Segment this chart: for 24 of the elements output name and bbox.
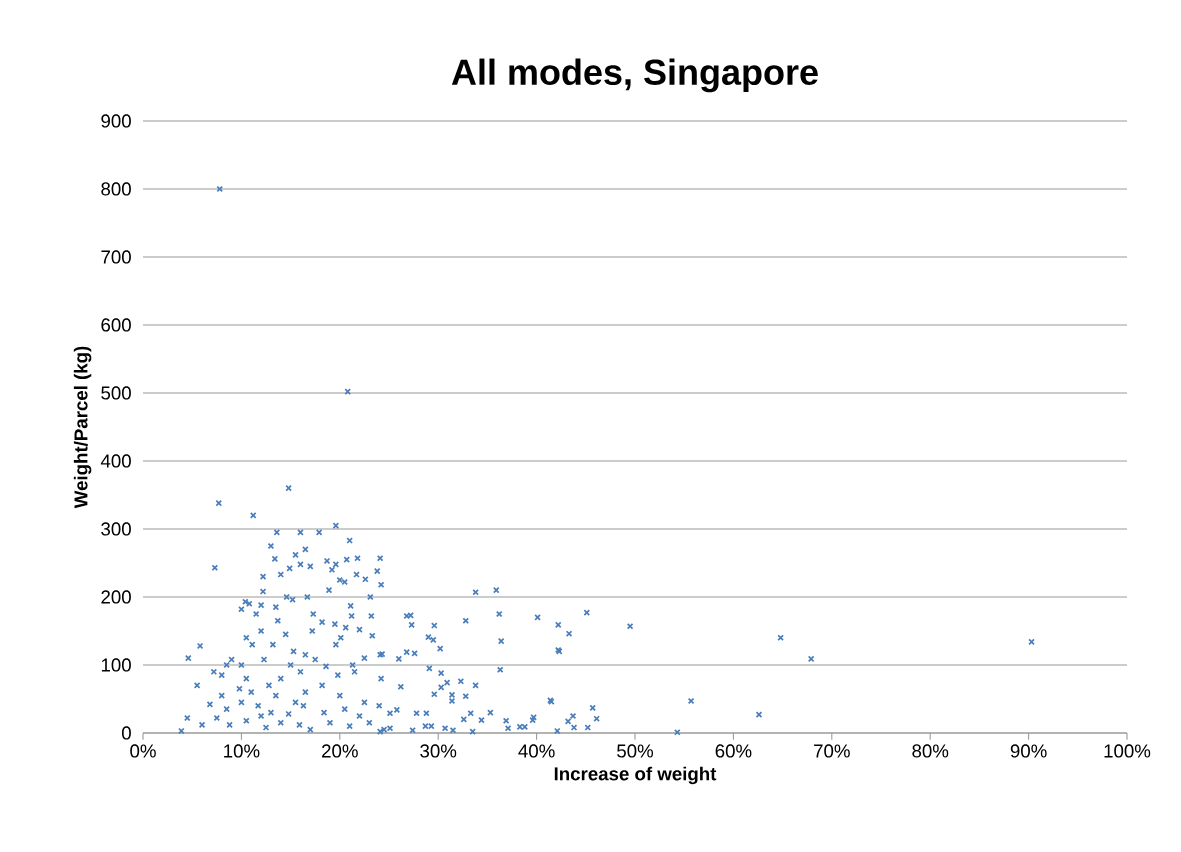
y-tick-label: 0	[121, 726, 131, 740]
chart-title: All modes, Singapore	[451, 58, 818, 93]
x-tick-label: 40%	[518, 744, 555, 758]
x-axis-title: Increase of weight	[554, 766, 717, 785]
x-tick-label: 50%	[617, 744, 654, 758]
x-tick-label: 90%	[1010, 744, 1047, 758]
y-tick-label: 800	[101, 182, 131, 196]
y-tick-label: 100	[101, 658, 131, 672]
y-tick-label: 300	[101, 522, 131, 536]
x-tick-label: 80%	[912, 744, 949, 758]
y-axis-title: Weight/Parcel (kg)	[73, 346, 92, 509]
x-tick-label: 10%	[224, 744, 260, 758]
y-tick-label: 400	[100, 454, 131, 468]
x-tick-label: 30%	[420, 744, 457, 758]
y-tick-label: 900	[101, 114, 131, 128]
x-tick-label: 70%	[814, 744, 850, 758]
x-tick-label: 20%	[322, 744, 358, 758]
y-tick-label: 200	[101, 590, 131, 604]
x-tick-label: 0%	[130, 744, 156, 758]
x-tick-label: 60%	[715, 744, 752, 758]
y-tick-label: 700	[101, 250, 131, 264]
y-tick-label: 600	[101, 318, 131, 332]
y-tick-label: 500	[101, 386, 131, 400]
x-tick-label: 100%	[1104, 744, 1151, 758]
